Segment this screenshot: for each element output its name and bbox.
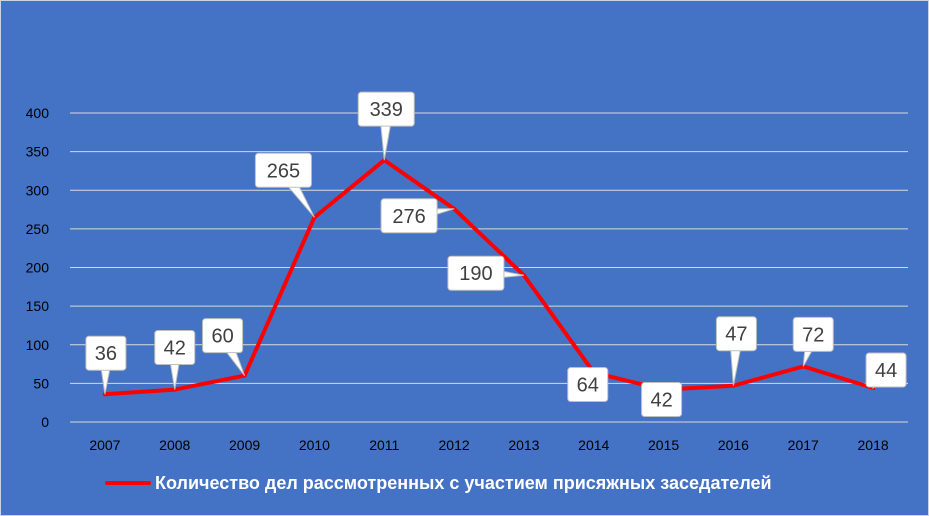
data-label-callout: 276: [380, 198, 455, 234]
data-labels: 36 42 60 265 339 276 190 64 42 47 72 44: [85, 91, 907, 418]
data-label-callout: 64: [567, 367, 609, 403]
callout-box: [567, 367, 609, 403]
callout-box: [865, 352, 907, 388]
data-label: 276: [392, 206, 425, 228]
x-tick-label: 2008: [159, 437, 190, 453]
data-label-callout: 42: [641, 382, 683, 418]
data-label: 42: [164, 338, 186, 360]
data-label: 190: [459, 263, 492, 285]
callout-box: [380, 198, 438, 234]
y-tick-label: 350: [26, 144, 50, 160]
data-label-callout: 36: [85, 335, 127, 395]
callout-box: [715, 316, 757, 352]
x-axis-tick-labels: 2007 2008 2009 2010 2011 2012 2013 2014 2015 2016…: [89, 437, 889, 453]
callout-box: [357, 91, 415, 127]
legend-swatch: [105, 481, 151, 485]
data-label-callout: 44: [865, 352, 907, 390]
data-label: 265: [267, 160, 300, 182]
callout-box: [641, 382, 683, 418]
series-line: [102, 158, 876, 397]
callout-box: [447, 255, 505, 291]
data-label: 42: [650, 390, 672, 412]
callout-box: [202, 318, 244, 354]
data-label-callout: 60: [202, 318, 246, 376]
x-tick-label: 2013: [508, 437, 539, 453]
data-label: 47: [725, 324, 747, 346]
data-label-callout: 190: [447, 255, 525, 291]
data-label: 339: [370, 99, 403, 121]
x-tick-label: 2015: [648, 437, 679, 453]
data-label-callout: 265: [254, 152, 315, 218]
callout-box: [154, 330, 196, 366]
y-tick-label: 0: [41, 414, 49, 430]
y-tick-label: 100: [26, 337, 50, 353]
y-axis-tick-labels: 0 50 100 150 200 250 300 350 400: [26, 105, 50, 430]
y-tick-label: 200: [26, 260, 50, 276]
data-label-callout: 339: [357, 91, 415, 161]
callout-box: [792, 316, 834, 352]
data-label-callout: 72: [792, 316, 834, 367]
y-tick-label: 150: [26, 298, 50, 314]
data-label: 64: [577, 375, 599, 397]
y-tick-label: 300: [26, 182, 50, 198]
x-tick-label: 2011: [369, 437, 399, 453]
data-label-callout: 47: [715, 316, 757, 386]
legend: Количество дел рассмотренных с участием …: [105, 471, 772, 495]
y-tick-label: 400: [26, 105, 50, 121]
data-label-callout: 42: [154, 330, 196, 390]
x-tick-label: 2016: [718, 437, 749, 453]
x-tick-label: 2012: [439, 437, 470, 453]
x-tick-label: 2014: [578, 437, 609, 453]
x-tick-label: 2010: [299, 437, 330, 453]
data-label: 72: [802, 324, 824, 346]
x-tick-label: 2018: [858, 437, 889, 453]
data-label: 44: [875, 360, 897, 382]
callout-box: [85, 335, 127, 371]
callout-box: [254, 152, 312, 188]
y-tick-label: 50: [33, 375, 49, 391]
x-tick-label: 2017: [788, 437, 819, 453]
y-tick-label: 250: [26, 221, 50, 237]
legend-label: Количество дел рассмотренных с участием …: [155, 472, 772, 493]
data-label: 36: [95, 343, 117, 365]
data-label: 60: [211, 326, 233, 348]
x-tick-label: 2007: [89, 437, 120, 453]
x-tick-label: 2009: [229, 437, 260, 453]
